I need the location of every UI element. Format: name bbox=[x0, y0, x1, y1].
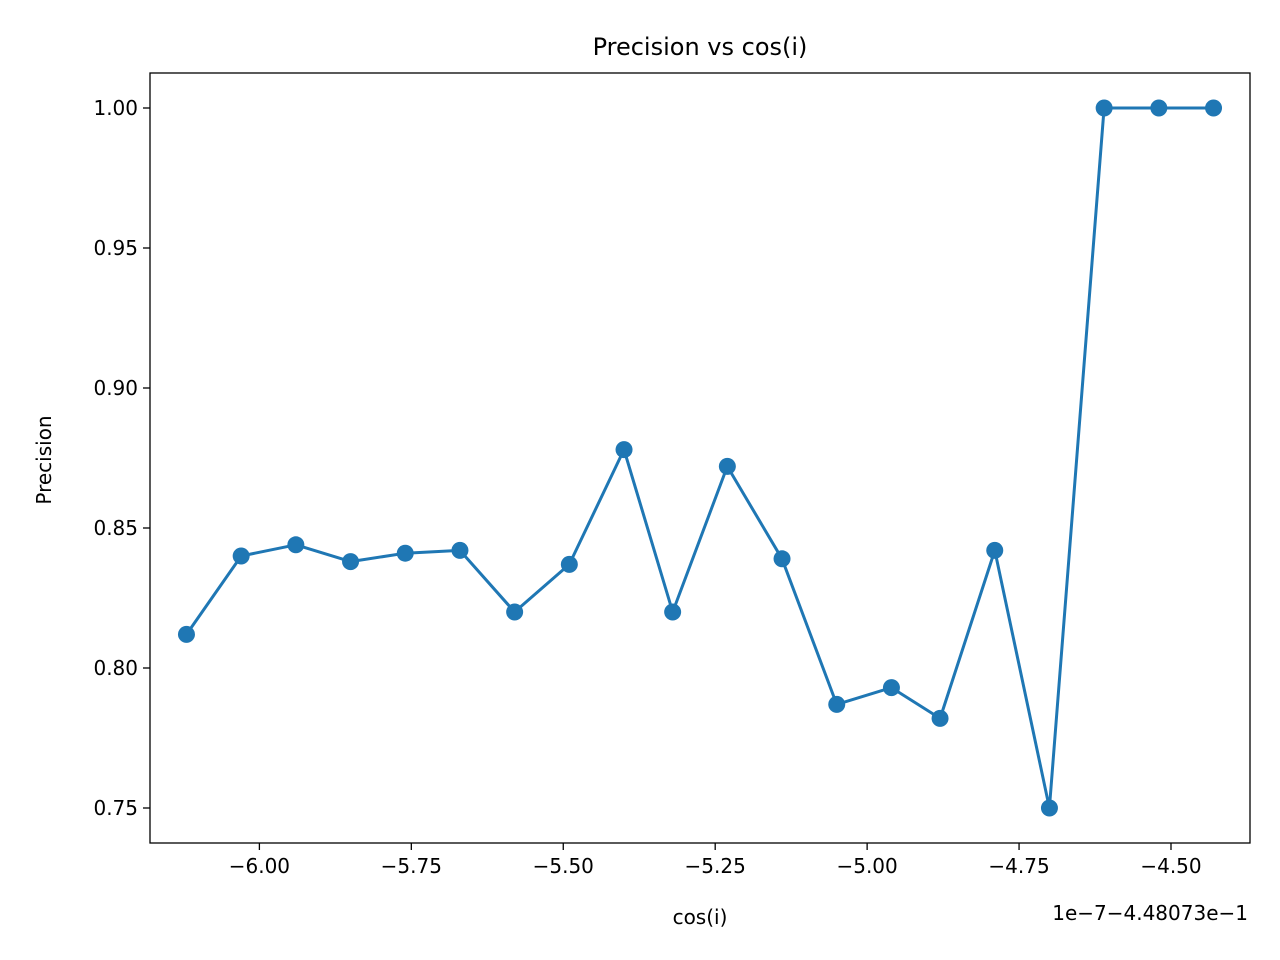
chart-title: Precision vs cos(i) bbox=[593, 33, 808, 61]
data-point bbox=[1150, 99, 1168, 117]
x-tick-label: −4.50 bbox=[1140, 854, 1201, 878]
data-point bbox=[718, 457, 736, 475]
data-point bbox=[342, 553, 360, 571]
data-point bbox=[177, 625, 195, 643]
y-tick-label: 0.80 bbox=[93, 656, 138, 680]
x-tick-label: −5.00 bbox=[836, 854, 897, 878]
data-point bbox=[287, 536, 305, 554]
y-tick-label: 0.75 bbox=[93, 796, 138, 820]
data-point bbox=[828, 695, 846, 713]
data-point bbox=[986, 541, 1004, 559]
x-tick-label: −4.75 bbox=[988, 854, 1049, 878]
data-point bbox=[396, 544, 414, 562]
x-axis-label: cos(i) bbox=[673, 905, 728, 929]
data-point bbox=[615, 441, 633, 459]
data-point bbox=[664, 603, 682, 621]
y-tick-label: 0.90 bbox=[93, 376, 138, 400]
data-point bbox=[931, 709, 949, 727]
y-tick-label: 1.00 bbox=[93, 96, 138, 120]
x-tick-label: −5.50 bbox=[533, 854, 594, 878]
plot-area bbox=[177, 99, 1223, 817]
x-tick-label: −5.25 bbox=[685, 854, 746, 878]
x-tick-label: −5.75 bbox=[381, 854, 442, 878]
data-point bbox=[1205, 99, 1223, 117]
x-axis: −6.00 −5.75 −5.50 −5.25 −5.00 −4.75 −4.50 bbox=[229, 843, 1202, 878]
y-tick-label: 0.95 bbox=[93, 236, 138, 260]
plot-frame bbox=[149, 72, 1251, 844]
data-point bbox=[560, 555, 578, 573]
x-offset-label: 1e−7−4.48073e−1 bbox=[1052, 901, 1248, 925]
y-axis: 0.75 0.80 0.85 0.90 0.95 1.00 bbox=[93, 96, 150, 820]
data-point bbox=[773, 550, 791, 568]
y-tick-label: 0.85 bbox=[93, 516, 138, 540]
data-point bbox=[451, 541, 469, 559]
series-line bbox=[185, 106, 1214, 810]
data-point bbox=[506, 603, 524, 621]
data-point bbox=[232, 547, 250, 565]
y-axis-label: Precision bbox=[32, 415, 56, 504]
data-point bbox=[1040, 799, 1058, 817]
data-point bbox=[882, 679, 900, 697]
data-point bbox=[1095, 99, 1113, 117]
x-tick-label: −6.00 bbox=[229, 854, 290, 878]
